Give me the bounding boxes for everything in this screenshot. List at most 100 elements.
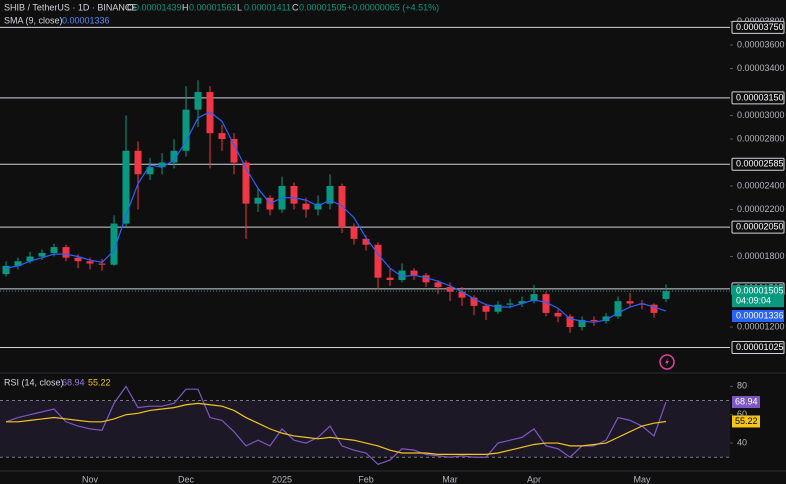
- rsi-band-fill: [0, 400, 730, 458]
- x-tick-label: Apr: [527, 474, 541, 484]
- sma-value: 0.00001336: [62, 15, 110, 25]
- y-tick-label: 0.00002200: [737, 204, 785, 214]
- rsi-tick-label: 40: [737, 437, 747, 447]
- y-tick-label: 0.00002400: [737, 180, 785, 190]
- candle-body: [290, 186, 298, 204]
- candle-body: [62, 247, 70, 258]
- level-label: 0.00002585: [736, 159, 784, 169]
- rsi-legend: RSI (14, close): [4, 377, 64, 387]
- candle-body: [74, 257, 82, 262]
- y-tick-label: 0.00003400: [737, 63, 785, 73]
- level-label-box: [731, 157, 785, 171]
- candle-body: [374, 244, 382, 278]
- candle-body: [398, 270, 406, 281]
- rsi-ma-line: [6, 402, 667, 456]
- candle-body: [218, 133, 226, 140]
- ohlc-key: L: [237, 2, 242, 12]
- level-label-box: [731, 20, 785, 34]
- rsi-tick-label: 80: [737, 381, 747, 391]
- candle-body: [38, 252, 46, 257]
- x-tick-label: May: [633, 474, 651, 484]
- candle-body: [14, 261, 22, 266]
- ohlc-value: 0.00001411: [244, 2, 291, 12]
- ohlc-legend: O 0.00001439 H 0.00001563 L 0.00001411 C 0.0000…: [127, 2, 439, 12]
- candle-body: [542, 294, 550, 313]
- countdown: 04:09:04: [736, 296, 771, 306]
- candle-body: [434, 282, 442, 288]
- candle-body: [146, 167, 154, 175]
- x-tick-label: Feb: [358, 474, 374, 484]
- candle-body: [578, 319, 586, 327]
- y-tick-label: 0.00001200: [737, 321, 785, 331]
- candle-body: [134, 150, 142, 175]
- candle-body: [422, 275, 430, 283]
- candle-body: [518, 301, 526, 304]
- candle-body: [26, 256, 34, 262]
- x-tick-label: Dec: [178, 474, 195, 484]
- candle-body: [194, 92, 202, 110]
- candle-body: [362, 238, 370, 245]
- candle-body: [182, 109, 190, 151]
- candle-body: [626, 301, 634, 304]
- last-price-label: 0.00001505: [736, 286, 784, 296]
- rsi-ma-box: [732, 415, 760, 428]
- candle-body: [122, 150, 130, 224]
- alert-icon[interactable]: [659, 354, 675, 370]
- candle-body: [170, 150, 178, 163]
- level-label-box: [731, 220, 785, 234]
- ohlc-value: 0.00001505: [299, 2, 347, 12]
- sma-legend: SMA (9, close): [4, 15, 63, 25]
- candle-body: [566, 316, 574, 327]
- candle-body: [350, 227, 358, 239]
- rsi-value: 68.94: [62, 377, 85, 387]
- candle-body: [2, 265, 10, 275]
- candle-body: [554, 312, 562, 317]
- level-label: 0.00003150: [736, 92, 784, 102]
- candle-body: [98, 263, 106, 265]
- level-label-box: [731, 91, 785, 105]
- level-label: 0.00003750: [736, 22, 784, 32]
- candle-body: [302, 203, 310, 210]
- candle-body: [50, 247, 58, 253]
- candle-body: [254, 197, 262, 204]
- level-label: 0.00001025: [736, 342, 784, 352]
- y-tick-label: 0.00003000: [737, 110, 785, 120]
- sma-price-label: 0.00001336: [736, 310, 784, 320]
- ohlc-value: 0.00001563: [189, 2, 237, 12]
- y-tick-label: 0.00001800: [737, 251, 785, 261]
- symbol: SHIB / TetherUS · 1D · BINANCE: [4, 2, 137, 12]
- y-tick-label: 0.00002800: [737, 133, 785, 143]
- candle-body: [458, 291, 466, 298]
- rsi-line: [5, 385, 667, 466]
- candle-body: [386, 277, 394, 281]
- candle-body: [470, 297, 478, 306]
- candle-body: [650, 304, 658, 313]
- candle-body: [158, 162, 166, 168]
- candle-body: [614, 301, 622, 317]
- candle-body: [230, 139, 238, 163]
- candle-body: [602, 316, 610, 322]
- rsi-value-label: 68.94: [735, 396, 758, 406]
- last-price-box: [732, 285, 784, 308]
- candle-body: [662, 291, 670, 299]
- ohlc-value: 0.00001439: [134, 2, 182, 12]
- candle-body: [110, 223, 118, 265]
- sma-line: [5, 111, 667, 323]
- rsi-ma-label: 55.22: [735, 416, 758, 426]
- candle-body: [494, 304, 502, 312]
- x-tick-label: Mar: [442, 474, 458, 484]
- ohlc-key: C: [292, 2, 299, 12]
- sma-price-box: [732, 310, 784, 323]
- x-tick-label: Nov: [82, 474, 99, 484]
- candle-body: [590, 319, 598, 322]
- candle-body: [410, 270, 418, 276]
- candle-body: [482, 305, 490, 312]
- level-label: 0.00002050: [736, 222, 784, 232]
- candle-body: [242, 162, 250, 204]
- level-label-box: [731, 341, 785, 355]
- rsi-value-box: [732, 396, 760, 409]
- ohlc-key: O: [127, 2, 134, 12]
- y-tick-label: 0.00003600: [737, 39, 785, 49]
